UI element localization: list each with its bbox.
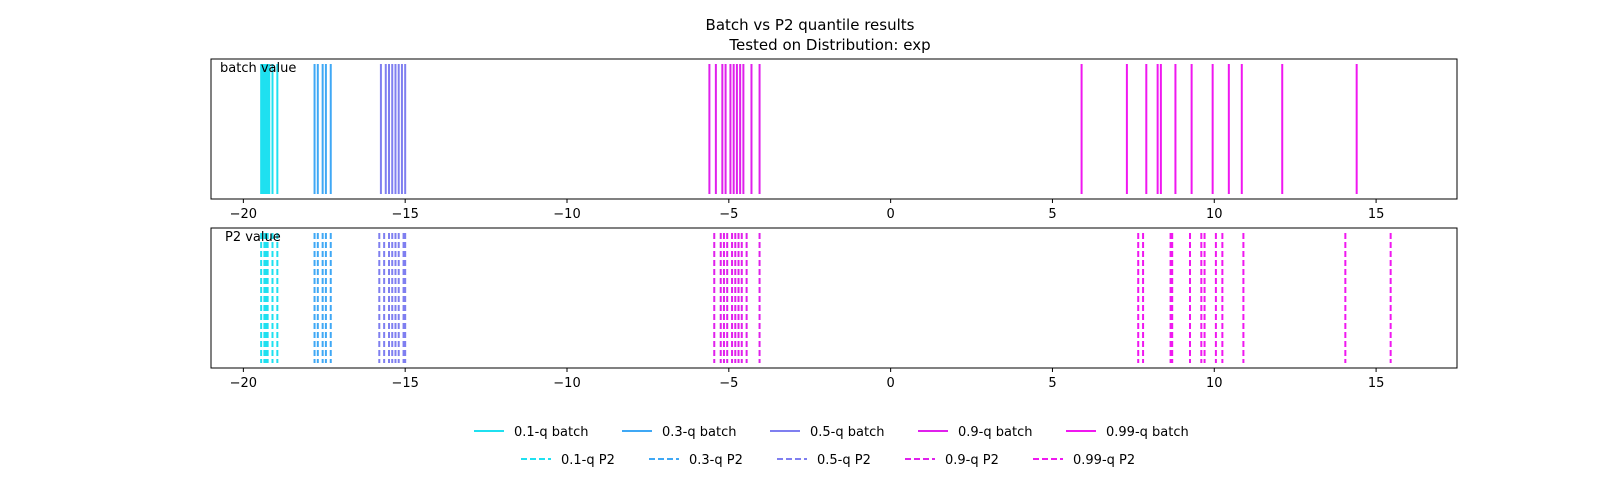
panel-batch-frame	[210, 58, 1458, 200]
chart-subtitle: Tested on Distribution: exp	[728, 36, 930, 54]
panel-p2-frame	[210, 227, 1458, 369]
x-tick-label: −20	[230, 207, 257, 222]
x-tick-label: −15	[391, 207, 418, 222]
legend-label: 0.9-q P2	[945, 453, 999, 468]
x-tick-label: −15	[391, 376, 418, 391]
legend-label: 0.3-q batch	[662, 425, 736, 440]
x-axis-p2: −20 −15 −10 −5 0 5 10 15	[230, 368, 1385, 391]
chart-title: Batch vs P2 quantile results	[706, 16, 915, 34]
panel-p2: P2 value −20 −15 −10 −5 0 5 10 15	[210, 227, 1458, 391]
x-tick-label: 10	[1206, 376, 1223, 391]
panel-p2-label: P2 value	[225, 230, 281, 245]
legend: 0.1-q batch 0.3-q batch 0.5-q batch 0.9-q b…	[474, 425, 1189, 468]
legend-label: 0.9-q batch	[958, 425, 1032, 440]
x-tick-label: −5	[719, 376, 738, 391]
x-tick-label: −20	[230, 376, 257, 391]
x-tick-label: −5	[719, 207, 738, 222]
panel-batch: batch value −20 −15 −10 −5 0 5 10 15	[210, 58, 1458, 222]
x-tick-label: 0	[886, 376, 894, 391]
x-tick-label: −10	[553, 376, 580, 391]
x-tick-label: 15	[1368, 207, 1385, 222]
legend-label: 0.5-q P2	[817, 453, 871, 468]
x-axis-batch: −20 −15 −10 −5 0 5 10 15	[230, 199, 1385, 222]
x-tick-label: 5	[1048, 376, 1056, 391]
panel-batch-label: batch value	[220, 61, 296, 76]
x-tick-label: 5	[1048, 207, 1056, 222]
batch-marks	[260, 64, 1358, 194]
legend-label: 0.99-q P2	[1073, 453, 1135, 468]
p2-marks	[260, 233, 1392, 363]
x-tick-label: −10	[553, 207, 580, 222]
x-tick-label: 10	[1206, 207, 1223, 222]
x-tick-label: 15	[1368, 376, 1385, 391]
legend-label: 0.1-q P2	[561, 453, 615, 468]
legend-label: 0.99-q batch	[1106, 425, 1189, 440]
legend-label: 0.3-q P2	[689, 453, 743, 468]
legend-label: 0.1-q batch	[514, 425, 588, 440]
x-tick-label: 0	[886, 207, 894, 222]
legend-label: 0.5-q batch	[810, 425, 884, 440]
